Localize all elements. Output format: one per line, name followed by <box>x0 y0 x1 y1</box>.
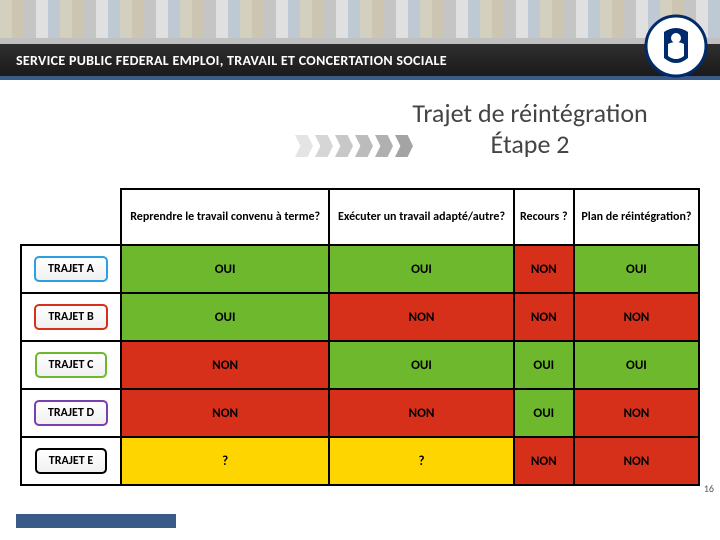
col-header: Exécuter un travail adapté/autre? <box>329 189 513 245</box>
table-cell: NON <box>514 437 574 485</box>
trajet-pill: TRAJET C <box>35 352 108 378</box>
row-header: TRAJET A <box>21 245 121 293</box>
table-row: TRAJET E??NONNON <box>21 437 699 485</box>
table-cell: OUI <box>329 245 513 293</box>
row-header: TRAJET E <box>21 437 121 485</box>
row-header: TRAJET C <box>21 341 121 389</box>
table-cell: OUI <box>514 341 574 389</box>
decorative-chevrons <box>295 135 413 157</box>
table-cell: NON <box>574 389 699 437</box>
trajet-pill: TRAJET B <box>34 304 107 330</box>
row-header: TRAJET B <box>21 293 121 341</box>
table-cell: OUI <box>329 341 513 389</box>
table-cell: OUI <box>574 245 699 293</box>
footer-accent-bar <box>16 514 176 528</box>
table-row: TRAJET BOUINONNONNON <box>21 293 699 341</box>
col-header: Plan de réintégration? <box>574 189 699 245</box>
table-cell: OUI <box>514 389 574 437</box>
table-cell: NON <box>574 293 699 341</box>
decorative-photo-strip <box>0 0 720 38</box>
trajet-pill: TRAJET E <box>35 448 107 474</box>
table-cell: ? <box>121 437 329 485</box>
table-cell: NON <box>514 293 574 341</box>
col-header: Recours ? <box>514 189 574 245</box>
table-cell: NON <box>329 389 513 437</box>
table-cell: NON <box>121 341 329 389</box>
table-cell: NON <box>514 245 574 293</box>
table-row: TRAJET AOUIOUINONOUI <box>21 245 699 293</box>
row-header: TRAJET D <box>21 389 121 437</box>
col-header: Reprendre le travail convenu à terme? <box>121 189 329 245</box>
org-title: SERVICE PUBLIC FEDERAL EMPLOI, TRAVAIL E… <box>16 52 447 69</box>
org-logo-icon <box>644 14 708 78</box>
trajet-pill: TRAJET D <box>34 400 108 426</box>
table-cell: ? <box>329 437 513 485</box>
page-title-line1: Trajet de réintégration <box>412 97 647 129</box>
table-row: TRAJET CNONOUIOUIOUI <box>21 341 699 389</box>
org-header-band: SERVICE PUBLIC FEDERAL EMPLOI, TRAVAIL E… <box>0 38 720 80</box>
table-row: TRAJET DNONNONOUINON <box>21 389 699 437</box>
table-corner-empty <box>21 189 121 245</box>
page-title-line2: Étape 2 <box>491 128 570 160</box>
table-cell: OUI <box>121 293 329 341</box>
trajet-pill: TRAJET A <box>34 256 108 282</box>
table-cell: OUI <box>574 341 699 389</box>
page-number: 16 <box>704 482 714 495</box>
table-cell: OUI <box>121 245 329 293</box>
table-cell: NON <box>121 389 329 437</box>
table-cell: NON <box>574 437 699 485</box>
table-cell: NON <box>329 293 513 341</box>
reintegration-table: Reprendre le travail convenu à terme? Ex… <box>20 188 700 486</box>
